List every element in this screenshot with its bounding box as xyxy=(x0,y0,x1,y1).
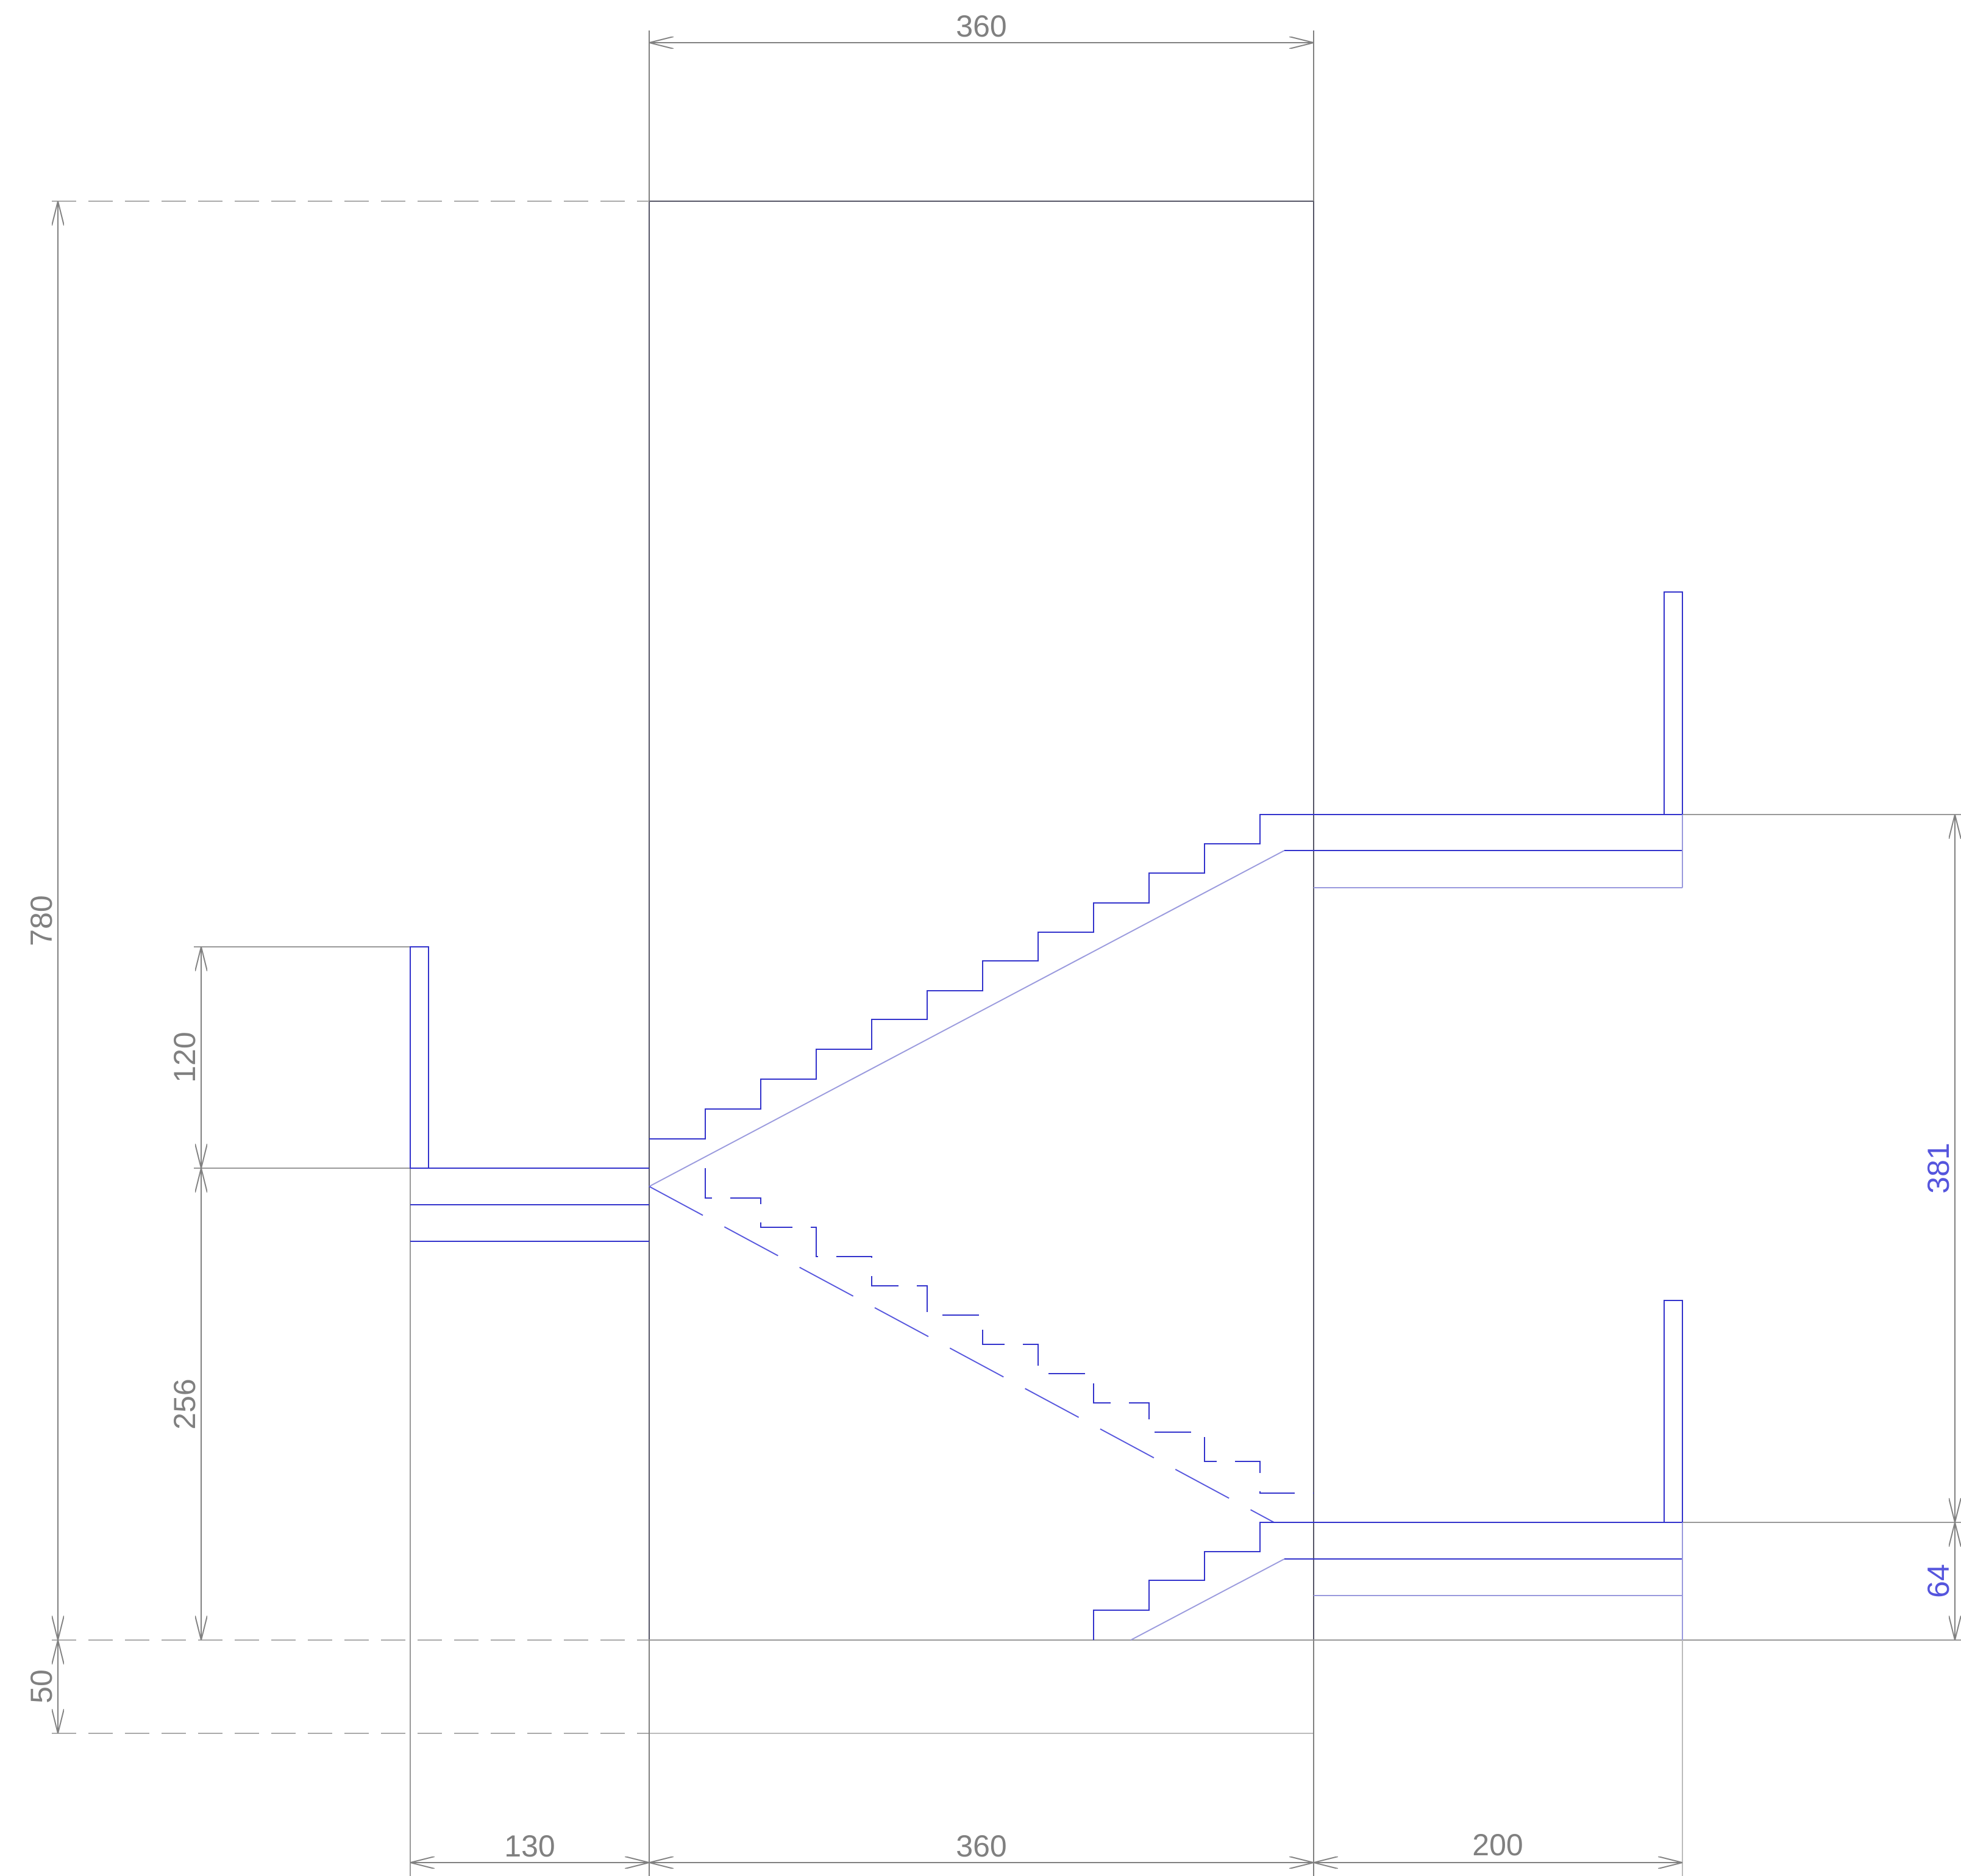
dim-total-height: 780 xyxy=(24,895,59,946)
left-landing xyxy=(410,946,649,1242)
dim-rail-height: 120 xyxy=(168,1032,202,1082)
dim-bottom-360: 360 xyxy=(956,1829,1006,1863)
lower-flight xyxy=(1093,1522,1682,1641)
stairwell-outline xyxy=(649,201,1314,1640)
dim-bottom-130: 130 xyxy=(504,1829,555,1863)
dimension-lines xyxy=(58,30,1955,1876)
hidden-flight xyxy=(649,1168,1314,1523)
level-lines xyxy=(52,201,1961,1876)
dim-bottom-200: 200 xyxy=(1472,1828,1523,1862)
lower-right-landing xyxy=(1284,1300,1683,1640)
dim-top-width: 360 xyxy=(956,9,1006,43)
dimension-texts: 360 780 50 120 256 381 64 130 360 200 xyxy=(24,9,1956,1863)
dim-right-381: 381 xyxy=(1921,1143,1956,1193)
upper-flight xyxy=(649,814,1682,1187)
dim-offset-50: 50 xyxy=(24,1669,59,1703)
dim-right-64: 64 xyxy=(1921,1564,1956,1598)
upper-right-landing xyxy=(1284,591,1683,888)
dim-lower-height: 256 xyxy=(168,1378,202,1429)
